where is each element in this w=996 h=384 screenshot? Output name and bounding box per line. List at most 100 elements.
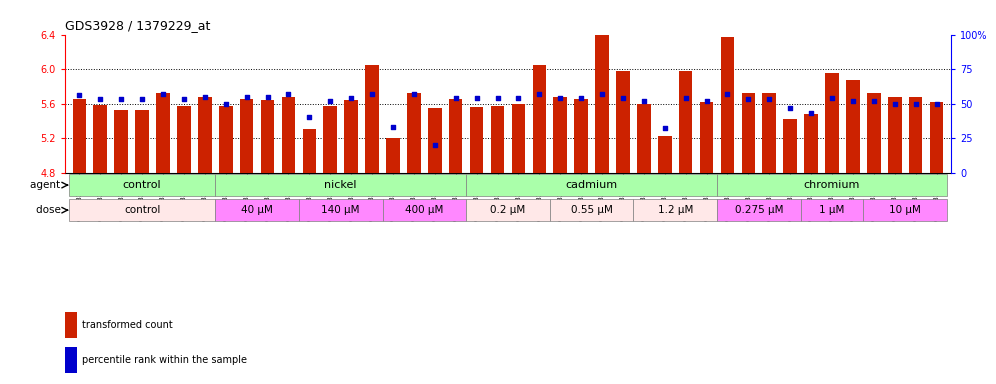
Bar [658,136,671,172]
Bar [303,129,316,172]
Bar [784,119,797,172]
Point [155,91,171,97]
Text: GDS3928 / 1379229_at: GDS3928 / 1379229_at [65,19,210,32]
Point [448,95,464,101]
Text: 1 μM: 1 μM [820,205,845,215]
Bar [550,199,633,222]
Bar [864,199,947,222]
Bar [135,111,148,172]
Point [761,96,777,103]
Text: transformed count: transformed count [82,320,173,330]
Bar [219,106,232,172]
Point [406,91,422,97]
Text: 40 μM: 40 μM [241,205,273,215]
Bar [382,199,466,222]
Bar [65,312,78,338]
Point [281,91,297,97]
Bar [69,199,215,222]
Bar [929,102,943,172]
Bar [215,199,299,222]
Text: percentile rank within the sample: percentile rank within the sample [82,355,247,365]
Bar [428,108,441,172]
Text: dose: dose [36,205,64,215]
Point [845,98,861,104]
Text: chromium: chromium [804,180,861,190]
Bar [386,138,399,172]
Text: nickel: nickel [325,180,357,190]
Point [552,95,568,101]
Text: 140 μM: 140 μM [322,205,360,215]
Text: control: control [123,180,161,190]
Bar [466,199,550,222]
Bar [533,65,546,172]
Point [656,125,672,131]
Text: 0.2 μM: 0.2 μM [490,205,526,215]
Point [176,96,192,103]
Point [698,98,714,104]
Bar [115,111,127,172]
Bar [679,71,692,172]
Text: 10 μM: 10 μM [889,205,921,215]
Text: agent: agent [30,180,64,190]
Bar [407,93,420,172]
Point [615,95,630,101]
Point [928,101,944,107]
Bar [240,99,253,172]
Bar [299,199,382,222]
Point [866,98,881,104]
Point [302,114,318,121]
Bar [65,347,78,373]
Point [490,95,506,101]
Point [114,96,129,103]
Bar [908,97,922,172]
Bar [826,73,839,172]
Bar [94,105,108,172]
Point [427,142,443,148]
Bar [282,97,295,172]
Bar [721,37,734,172]
Bar [449,99,462,172]
Bar [177,106,190,172]
Bar [69,174,215,196]
Bar [215,174,466,196]
Text: 400 μM: 400 μM [405,205,443,215]
Bar [868,93,880,172]
Bar [617,71,629,172]
Point [260,94,276,100]
Bar [700,102,713,172]
Text: control: control [124,205,160,215]
Point [323,98,339,104]
Bar [633,199,717,222]
Text: 1.2 μM: 1.2 μM [657,205,693,215]
Bar [366,65,378,172]
Bar [637,104,650,172]
Point [803,110,819,116]
Point [531,91,547,97]
Bar [324,106,337,172]
Point [740,96,756,103]
Point [677,95,693,101]
Bar [261,100,274,172]
Point [573,95,589,101]
Bar [470,107,483,172]
Bar [575,99,588,172]
Point [72,92,88,98]
Bar [198,97,211,172]
Bar [156,93,169,172]
Bar [805,114,818,172]
Point [469,95,485,101]
Text: 0.55 μM: 0.55 μM [571,205,613,215]
Point [344,95,360,101]
Text: cadmium: cadmium [566,180,618,190]
Bar [717,174,947,196]
Bar [763,93,776,172]
Bar [847,80,860,172]
Bar [466,174,717,196]
Point [594,91,610,97]
Bar [512,104,525,172]
Point [510,95,526,101]
Point [385,124,401,130]
Point [782,104,798,111]
Bar [801,199,864,222]
Point [635,98,651,104]
